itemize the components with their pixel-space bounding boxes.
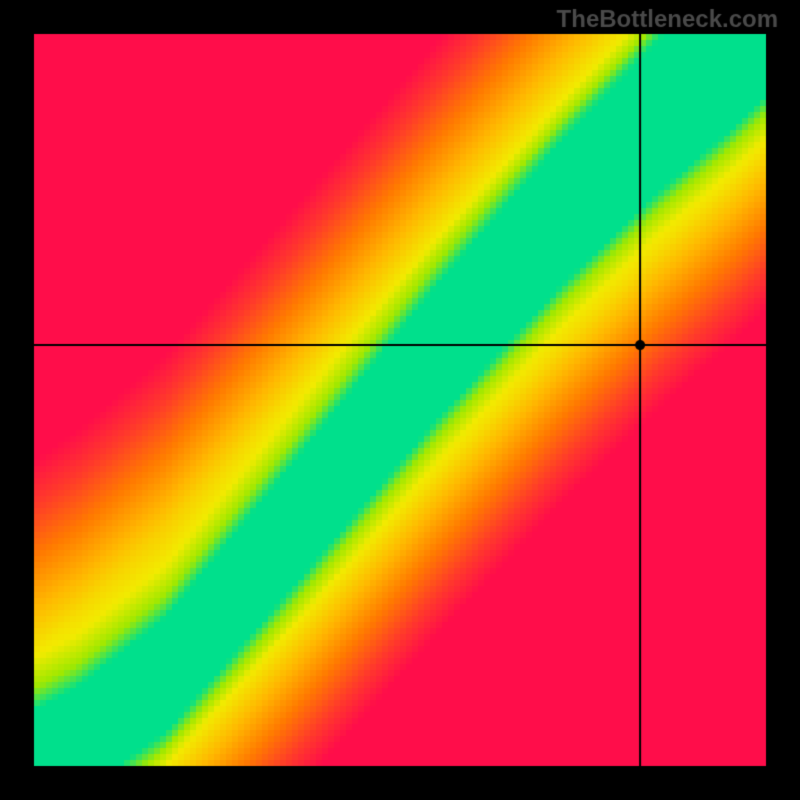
- chart-container: [0, 0, 800, 800]
- bottleneck-heatmap-canvas: [0, 0, 800, 800]
